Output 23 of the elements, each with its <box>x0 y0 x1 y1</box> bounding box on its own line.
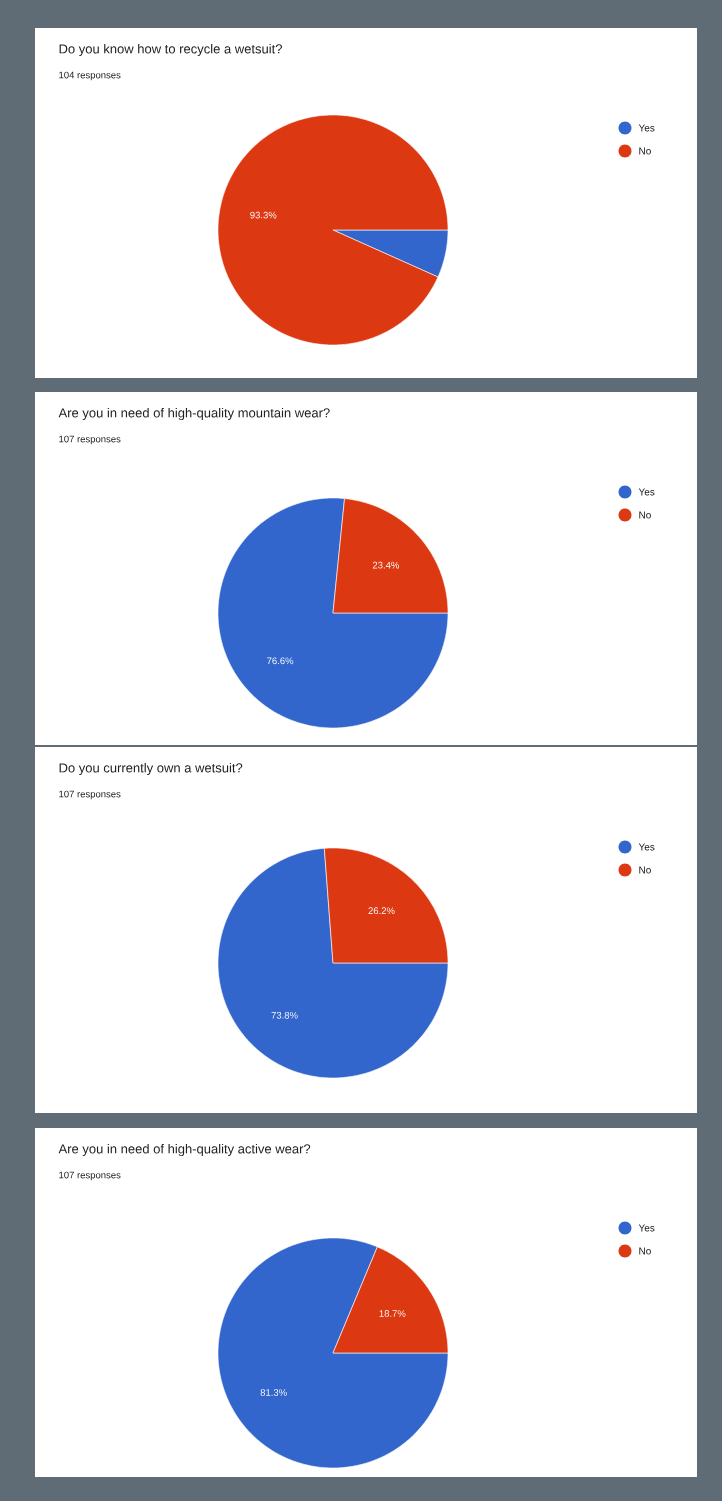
legend-label: No <box>639 511 651 519</box>
legend-label: No <box>639 866 651 874</box>
text: 107 responses <box>59 435 121 445</box>
legend-label: Yes <box>638 124 655 132</box>
text: 104 responses <box>59 71 121 81</box>
chart-title: Are you in need of high-quality mountain wear? <box>58 407 330 421</box>
data-label: 26.2% <box>368 907 395 915</box>
legend-label: Yes <box>638 1224 655 1232</box>
data-label: 76.6% <box>267 657 294 665</box>
chart-title: Are you in need of high-quality active wear? <box>58 1143 311 1157</box>
data-label: 81.3% <box>260 1389 287 1396</box>
data-label: 23.4% <box>372 561 400 569</box>
chart-title: Do you currently own a wetsuit? <box>59 762 243 776</box>
data-label: 93.3% <box>250 211 277 219</box>
chart-title: Do you know how to recycle a wetsuit? <box>59 43 282 57</box>
legend-label: No <box>639 1247 651 1255</box>
legend-label: Yes <box>638 488 655 496</box>
data-label: 73.8% <box>271 1011 298 1019</box>
text: 107 responses <box>59 790 121 800</box>
data-label: 18.7% <box>379 1310 406 1317</box>
text: 107 responses <box>59 1171 121 1181</box>
legend-label: No <box>639 147 651 155</box>
legend-label: Yes <box>638 843 655 851</box>
